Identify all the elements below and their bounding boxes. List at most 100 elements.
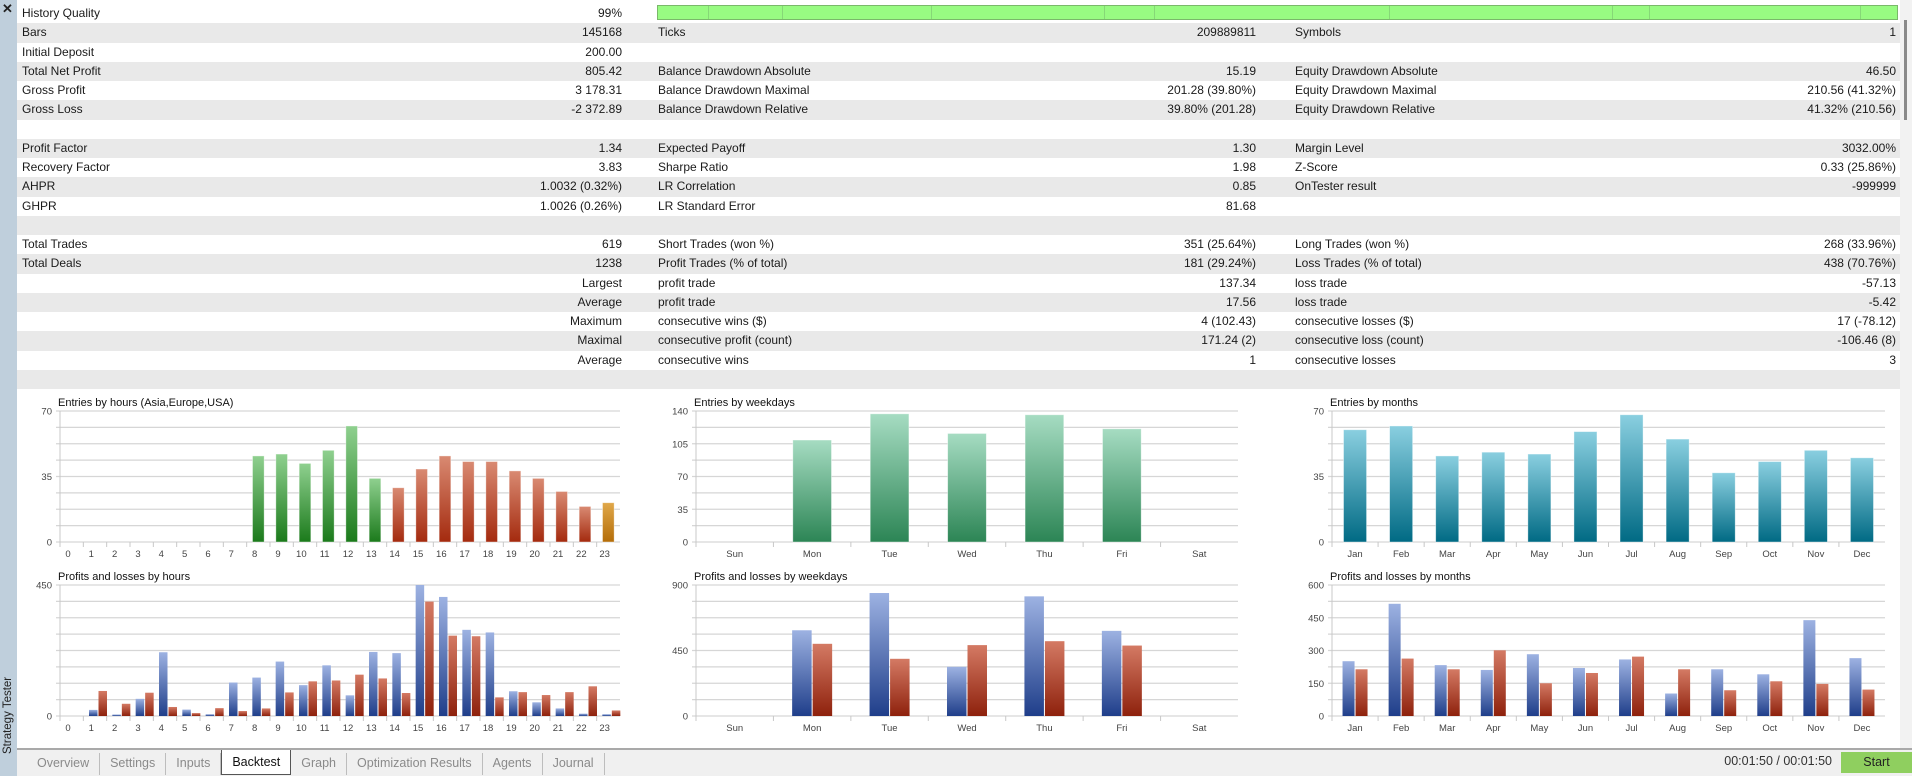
history-quality-bar <box>657 5 1898 20</box>
loss-bar-8 <box>261 708 271 716</box>
profit-bar-4 <box>159 652 168 716</box>
stat-value: 17.56 <box>1225 294 1256 309</box>
bar-Feb <box>1389 425 1414 543</box>
profit-bar-18 <box>485 632 495 716</box>
y-tick-label: 35 <box>677 505 688 516</box>
x-tick-label: Mon <box>803 723 821 734</box>
stat-label: Initial Deposit <box>22 44 95 59</box>
stat-value: 3 178.31 <box>575 83 622 97</box>
stat-value: 1.98 <box>1232 160 1256 174</box>
tab-inputs[interactable]: Inputs <box>166 753 222 775</box>
chart-title: Entries by weekdays <box>694 397 795 409</box>
tab-settings[interactable]: Settings <box>100 753 167 775</box>
x-tick-label: Feb <box>1393 723 1409 734</box>
profit-bar-16 <box>439 596 448 716</box>
profit-bar-12 <box>345 695 355 716</box>
profit-bar-Wed <box>947 666 967 716</box>
stat-label: GHPR <box>22 198 57 213</box>
x-tick-label: 10 <box>296 723 307 734</box>
stat-label: Balance Drawdown Relative <box>658 102 809 117</box>
stat-label: Sharpe Ratio <box>658 160 729 174</box>
chart-title: Profits and losses by weekdays <box>694 571 848 583</box>
stat-value: 1.34 <box>598 140 622 155</box>
x-tick-label: May <box>1530 549 1548 560</box>
loss-bar-4 <box>168 706 177 716</box>
x-tick-label: 4 <box>159 549 164 560</box>
profit-bar-Feb <box>1388 603 1401 716</box>
stat-value: -5.42 <box>1868 294 1896 309</box>
loss-bar-Mar <box>1447 669 1460 716</box>
stat-value: 268 (33.96%) <box>1823 237 1896 251</box>
stat-value: 145168 <box>581 25 622 40</box>
x-tick-label: 12 <box>343 549 354 560</box>
x-tick-label: Thu <box>1036 549 1052 560</box>
loss-bar-Mon <box>812 643 833 716</box>
x-tick-label: 1 <box>89 723 94 734</box>
stat-value: 3032.00% <box>1841 140 1896 155</box>
tab-overview[interactable]: Overview <box>27 753 101 775</box>
side-panel-strip: ✕ Strategy Tester <box>0 0 17 776</box>
x-tick-label: May <box>1530 723 1548 734</box>
profit-bar-7 <box>229 682 238 716</box>
stats-row <box>17 369 1900 389</box>
stat-label: consecutive wins ($) <box>658 314 767 328</box>
stat-value: 1238 <box>595 256 622 271</box>
loss-bar-9 <box>285 692 294 716</box>
loss-bar-Jan <box>1355 669 1368 716</box>
x-tick-label: 12 <box>343 723 354 734</box>
start-button[interactable]: Start <box>1841 752 1912 773</box>
x-tick-label: 14 <box>389 549 400 560</box>
stat-value: Average <box>577 352 622 367</box>
x-tick-label: Jan <box>1347 549 1362 560</box>
bar-Fri <box>1102 428 1142 543</box>
scrollbar[interactable] <box>1900 0 1912 748</box>
stat-value: 4 (102.43) <box>1201 314 1256 328</box>
y-tick-label: 600 <box>1308 581 1324 592</box>
y-tick-label: 0 <box>683 712 688 723</box>
bar-Apr <box>1481 451 1506 543</box>
bar-22 <box>578 506 592 543</box>
tab-graph[interactable]: Graph <box>291 753 348 775</box>
stat-value: 1.0032 (0.32%) <box>539 179 622 194</box>
bar-16 <box>438 455 452 543</box>
x-tick-label: 18 <box>483 723 494 734</box>
profit-bar-20 <box>532 702 541 716</box>
stats-row <box>17 120 1900 139</box>
bar-May <box>1527 453 1552 543</box>
scrollbar-thumb[interactable] <box>1904 20 1907 120</box>
stats-row: Maximum consecutive wins ($) 4 (102.43) con… <box>17 312 1900 331</box>
tab-agents[interactable]: Agents <box>483 753 543 775</box>
stat-value: 41.32% (210.56) <box>1807 102 1896 117</box>
profit-bar-2 <box>112 714 121 716</box>
loss-bar-Tue <box>890 658 910 716</box>
loss-bar-Feb <box>1401 658 1414 716</box>
tabs: Overview Settings Inputs Backtest Graph Optim… <box>27 750 605 775</box>
profit-bar-Tue <box>869 593 890 716</box>
stat-value: 17 (-78.12) <box>1837 314 1896 328</box>
loss-bar-Dec <box>1862 689 1875 716</box>
profit-bar-14 <box>392 653 401 716</box>
loss-bar-5 <box>191 713 201 716</box>
stat-value: 81.68 <box>1225 198 1256 213</box>
bar-14 <box>392 487 405 543</box>
tab-optimization-results[interactable]: Optimization Results <box>347 753 483 775</box>
stats-row: Gross Profit 3 178.31 Balance Drawdown Max… <box>17 81 1900 100</box>
tab-backtest[interactable]: Backtest <box>221 750 292 775</box>
stat-value: 39.80% (201.28) <box>1167 102 1256 117</box>
profit-bar-Apr <box>1480 669 1493 716</box>
bar-23 <box>602 502 615 543</box>
x-tick-label: Apr <box>1486 723 1501 734</box>
x-tick-label: 2 <box>112 549 117 560</box>
stat-label: Loss Trades (% of total) <box>1295 256 1422 271</box>
stat-label: LR Standard Error <box>658 198 756 213</box>
chart-title: Entries by hours (Asia,Europe,USA) <box>58 397 233 409</box>
x-tick-label: 20 <box>529 723 540 734</box>
tab-journal[interactable]: Journal <box>543 753 605 775</box>
stat-label: consecutive loss (count) <box>1295 333 1424 348</box>
x-tick-label: 5 <box>182 723 187 734</box>
stat-value: Largest <box>581 275 622 290</box>
stats-row: Recovery Factor 3.83 Sharpe Ratio 1.98 Z-Sco… <box>17 158 1900 177</box>
stats-row: Largest profit trade 137.34 loss trade -57.1… <box>17 274 1900 293</box>
close-icon[interactable]: ✕ <box>2 1 13 16</box>
stats-row: Total Net Profit 805.42 Balance Drawdown A… <box>17 61 1900 81</box>
